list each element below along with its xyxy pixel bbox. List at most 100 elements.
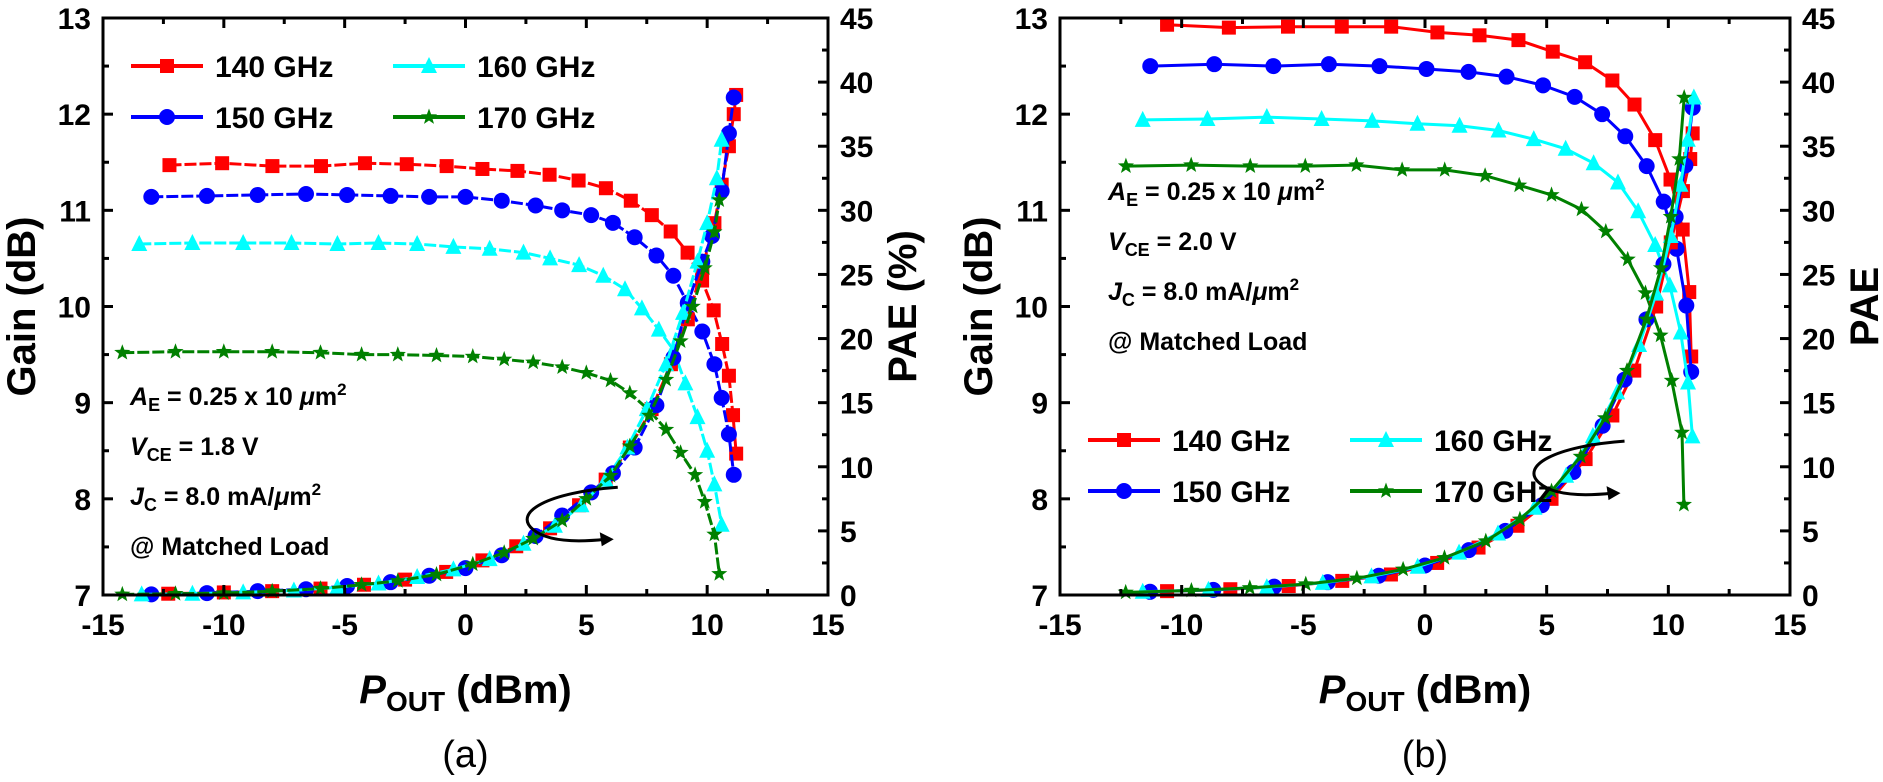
data-point [699,441,716,458]
data-point [114,344,131,360]
y-left-tick-label: 10 [1015,292,1048,325]
data-point [1511,33,1526,48]
data-point [1160,17,1175,32]
data-point [1585,154,1602,171]
x-tick-label: 10 [690,609,723,642]
data-point [1680,373,1697,390]
data-point [689,252,706,269]
data-point [554,202,571,219]
data-point [1673,424,1690,440]
legend-label: 140 GHz [1172,425,1290,458]
data-point [721,368,736,383]
legend-label: 170 GHz [1434,476,1552,509]
data-point [1609,173,1626,190]
data-point [421,188,438,205]
y-left-tick-label: 13 [58,3,91,36]
y-left-tick-label: 12 [58,99,91,132]
data-point [162,158,177,173]
data-point [464,555,481,572]
data-point [527,197,544,214]
data-point [658,371,675,387]
x-tick-label: 15 [811,609,844,642]
text-part: 2 [1315,175,1324,194]
x-tick-label: 0 [1417,609,1434,642]
y-left-axis-title: Gain (dB) [0,217,44,397]
data-point [694,323,711,340]
series-gain-160-ghz [131,234,730,532]
panel-label: (a) [442,734,488,776]
y-right-tick-label: 5 [1802,516,1819,549]
data-point [602,372,619,388]
series-line [122,350,721,574]
data-point [621,437,638,454]
data-point [1206,56,1223,73]
data-point [1671,150,1688,166]
data-point [215,156,230,171]
text-part: P [1319,668,1346,712]
data-point [1655,193,1672,210]
data-point [1594,106,1611,123]
data-point [706,475,723,492]
data-point [1348,156,1365,172]
y-left-tick-label: 9 [1031,388,1048,421]
legend-marker [1116,483,1132,499]
data-point [650,320,667,337]
data-point [475,161,490,176]
legend: 140 GHz 150 GHz 160 GHz 170 GHz [131,51,595,135]
text-part: = 8.0 mA/ [1135,278,1252,306]
data-point [1142,58,1159,75]
annotation-line: @ Matched Load [1108,328,1307,356]
text-part: OUT [386,686,445,717]
text-part: m [315,383,337,411]
data-point [1511,510,1528,527]
data-point [665,267,682,284]
data-point [510,163,525,178]
data-point [312,344,329,360]
legend-marker [160,59,174,73]
text-part: E [148,395,160,415]
data-point [1258,108,1275,125]
data-point [1409,114,1426,131]
data-point [1511,176,1528,193]
x-tick-label: 0 [457,609,474,642]
data-point [1545,44,1560,59]
y-right-tick-label: 20 [840,324,873,357]
data-point [428,347,445,363]
data-point [604,214,621,231]
y-left-tick-label: 11 [1016,195,1048,228]
data-point [1418,60,1435,77]
data-point [571,173,586,188]
data-point [464,348,481,364]
data-point [283,234,300,251]
data-point [1183,156,1200,172]
legend-label: 160 GHz [1434,425,1552,458]
text-part: J [1108,278,1123,306]
y-right-tick-label: 10 [840,452,873,485]
series-line [169,161,738,454]
x-tick-label: -5 [331,609,358,642]
text-part: C [144,495,157,515]
data-point [1630,202,1647,219]
legend-marker [1378,431,1394,447]
data-point [689,408,706,425]
data-point [675,303,691,320]
y-right-axis-title: PAE [1843,267,1883,346]
data-point [1573,200,1590,217]
arrowhead-icon [1606,486,1621,501]
text-part: m [289,483,311,511]
y-right-tick-label: 20 [1802,324,1835,357]
data-point [1663,372,1680,388]
data-point [542,167,557,182]
legend-marker [159,109,175,125]
data-point [198,187,215,204]
data-point [184,234,201,251]
data-point [1535,77,1552,94]
text-part: μ [299,383,315,411]
x-tick-label: 10 [1652,609,1685,642]
data-point [493,192,510,209]
data-point [720,426,737,443]
data-point [481,239,498,256]
text-part: @ Matched Load [130,533,329,561]
data-point [382,187,399,204]
series-gain-170-ghz [1117,156,1692,512]
